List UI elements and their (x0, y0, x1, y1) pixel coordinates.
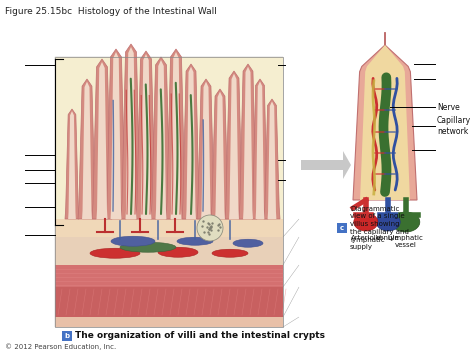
Bar (62, 331, 72, 341)
Ellipse shape (177, 237, 213, 245)
Polygon shape (106, 49, 126, 219)
Text: Diagrammatic
view of a single
villus showing
the capillary and
lymphatic
supply: Diagrammatic view of a single villus sho… (350, 206, 409, 250)
Polygon shape (252, 79, 268, 219)
Polygon shape (201, 82, 211, 219)
Ellipse shape (392, 212, 420, 232)
Polygon shape (140, 54, 152, 219)
Text: Nerve: Nerve (437, 103, 460, 111)
Polygon shape (283, 237, 299, 265)
Polygon shape (82, 82, 92, 219)
Ellipse shape (158, 247, 198, 257)
Text: Arteriole: Arteriole (351, 235, 381, 241)
Polygon shape (151, 57, 171, 219)
Text: Lymphatic
vessel: Lymphatic vessel (388, 235, 424, 248)
Text: Figure 25.15bc  Histology of the Intestinal Wall: Figure 25.15bc Histology of the Intestin… (5, 7, 217, 16)
Polygon shape (229, 74, 239, 219)
Text: Capillary
network: Capillary network (437, 115, 471, 136)
Polygon shape (283, 219, 299, 237)
Polygon shape (186, 67, 196, 219)
Polygon shape (211, 89, 229, 219)
Ellipse shape (120, 242, 176, 252)
Polygon shape (97, 62, 108, 219)
Polygon shape (283, 317, 299, 327)
Polygon shape (55, 57, 283, 219)
Polygon shape (225, 71, 243, 219)
Polygon shape (55, 317, 283, 327)
Bar (337, 223, 347, 233)
Polygon shape (255, 81, 264, 219)
Polygon shape (68, 111, 76, 219)
Text: c: c (340, 225, 344, 231)
Polygon shape (166, 49, 186, 219)
Polygon shape (264, 99, 280, 219)
Polygon shape (301, 160, 343, 170)
Ellipse shape (233, 239, 263, 247)
Polygon shape (65, 109, 79, 219)
Polygon shape (283, 287, 299, 317)
Polygon shape (55, 57, 283, 327)
Polygon shape (136, 51, 156, 219)
Polygon shape (155, 60, 166, 219)
Ellipse shape (354, 213, 378, 231)
Polygon shape (243, 67, 253, 219)
Ellipse shape (111, 236, 155, 246)
Polygon shape (353, 32, 417, 200)
Polygon shape (182, 64, 200, 219)
Polygon shape (55, 219, 283, 237)
Text: Venule: Venule (376, 235, 400, 241)
Polygon shape (55, 237, 283, 265)
Polygon shape (126, 47, 137, 219)
Polygon shape (55, 265, 283, 287)
Ellipse shape (376, 213, 400, 231)
Polygon shape (171, 52, 182, 219)
Polygon shape (283, 265, 299, 287)
Bar (55, 57, 283, 327)
Ellipse shape (212, 249, 248, 257)
Polygon shape (78, 79, 96, 219)
Ellipse shape (90, 248, 140, 258)
Polygon shape (92, 59, 112, 219)
Polygon shape (239, 64, 257, 219)
Polygon shape (343, 151, 351, 179)
Polygon shape (110, 52, 121, 219)
Polygon shape (197, 79, 215, 219)
Polygon shape (121, 44, 141, 219)
Text: The organization of villi and the intestinal crypts: The organization of villi and the intest… (75, 332, 325, 340)
Polygon shape (360, 36, 410, 200)
Polygon shape (55, 287, 283, 317)
Text: b: b (64, 333, 70, 339)
Ellipse shape (197, 215, 223, 241)
Polygon shape (268, 102, 276, 219)
Polygon shape (215, 92, 225, 219)
Text: © 2012 Pearson Education, Inc.: © 2012 Pearson Education, Inc. (5, 343, 116, 350)
